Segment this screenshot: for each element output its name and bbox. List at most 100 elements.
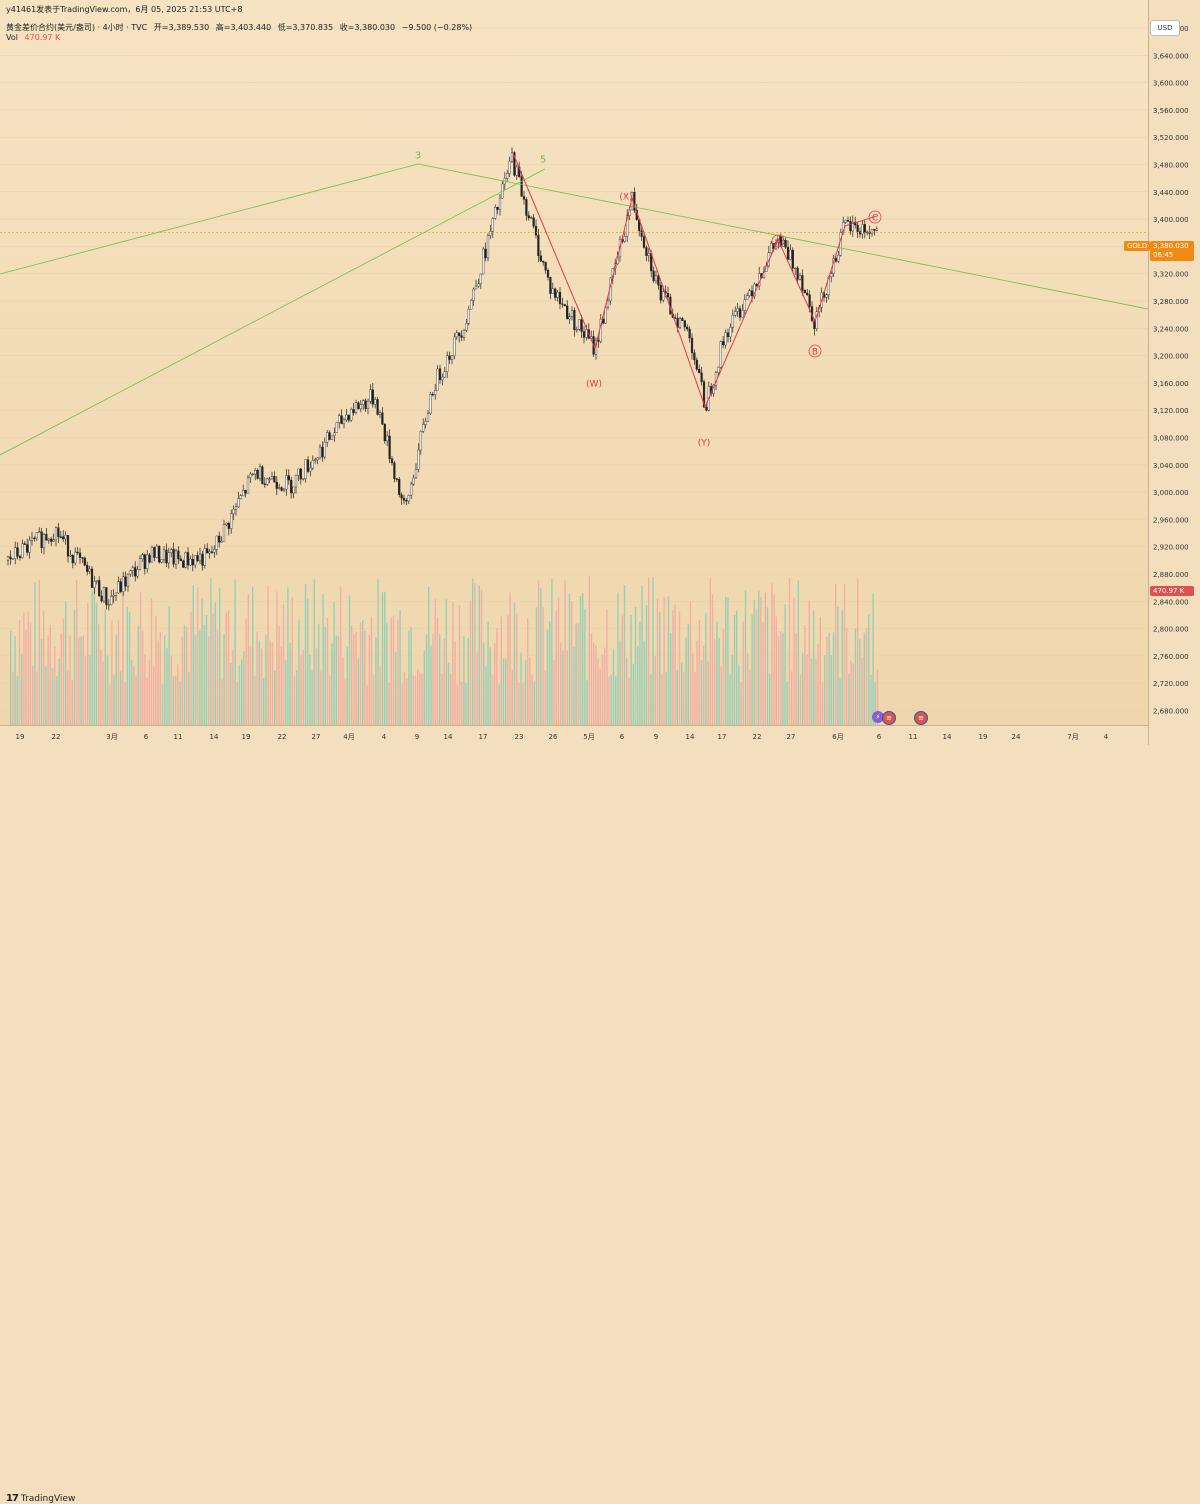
candle-body xyxy=(6,556,10,561)
volume-bar xyxy=(87,603,89,725)
candle-body xyxy=(515,166,518,176)
volume-bar xyxy=(315,648,318,725)
volume-bar xyxy=(837,606,839,725)
volume-bar xyxy=(500,616,502,725)
time-tick-label: 27 xyxy=(312,733,321,741)
volume-bar xyxy=(368,634,370,725)
candle-body xyxy=(652,270,655,282)
candle-body xyxy=(100,595,103,602)
volume-bar xyxy=(335,635,337,725)
event-us-flag-icon[interactable]: ≡ xyxy=(882,711,896,725)
candle-body xyxy=(623,236,626,242)
candle-body xyxy=(179,558,182,561)
candle-body xyxy=(808,294,811,307)
volume-bar xyxy=(544,670,546,725)
candle-body xyxy=(750,290,754,297)
candle-body xyxy=(105,587,108,605)
price-tick-label: 2,880.000 xyxy=(1153,571,1189,579)
candle-body xyxy=(633,191,636,211)
volume-bar xyxy=(373,675,375,725)
time-tick-label: 4 xyxy=(382,733,387,741)
volume-bar xyxy=(98,624,100,725)
candle-body xyxy=(141,554,144,559)
volume-bar xyxy=(390,617,392,725)
volume-bar xyxy=(634,606,637,725)
time-tick-label: 14 xyxy=(943,733,952,741)
volume-bar xyxy=(777,636,780,725)
candle-body xyxy=(275,481,278,489)
tradingview-logo[interactable]: 17 TradingView xyxy=(6,1493,75,1504)
volume-bar xyxy=(782,633,784,725)
wave-label: (Y) xyxy=(698,439,711,449)
volume-bar xyxy=(786,681,788,725)
candle-body xyxy=(191,558,194,566)
volume-bar xyxy=(137,625,139,725)
volume-bar xyxy=(84,655,87,725)
candle-body xyxy=(563,304,566,307)
volume-bar xyxy=(839,678,841,725)
price-tick-label: 3,080.000 xyxy=(1153,435,1189,443)
volume-bar xyxy=(225,612,227,725)
volume-bar xyxy=(326,617,329,725)
price-tick-label: 3,120.000 xyxy=(1153,407,1189,415)
volume-label[interactable]: Vol xyxy=(6,33,18,42)
volume-bar xyxy=(252,586,254,725)
volume-bar xyxy=(10,631,12,725)
volume-bar xyxy=(518,683,520,725)
volume-bar xyxy=(458,605,461,725)
volume-bar xyxy=(645,605,648,725)
candle-body xyxy=(870,229,874,234)
volume-bar xyxy=(672,610,674,725)
candle-body xyxy=(33,537,36,539)
volume-bar xyxy=(269,640,271,725)
chart-canvas[interactable]: 3 5 (W) (X) (Y) A B C xyxy=(0,0,1149,725)
event-flash-icon[interactable]: ⚡ xyxy=(872,711,884,723)
event-us-flag-icon[interactable]: ≡ xyxy=(914,711,928,725)
candle-body xyxy=(438,368,442,381)
time-tick-label: 6月 xyxy=(832,733,843,741)
candle-body xyxy=(498,197,502,210)
volume-bar xyxy=(364,630,366,725)
candle-body xyxy=(201,553,204,566)
time-tick-label: 7月 xyxy=(1067,733,1078,741)
time-tick-label: 6 xyxy=(877,733,882,741)
wave-label: C xyxy=(872,214,878,224)
volume-bar xyxy=(115,634,117,725)
volume-bar xyxy=(298,620,300,725)
chart-plot-area[interactable]: 3 5 (W) (X) (Y) A B C xyxy=(0,0,1149,725)
volume-bar xyxy=(507,615,509,725)
candle-body xyxy=(755,283,758,286)
volume-bar xyxy=(736,610,738,725)
candle-body xyxy=(431,394,434,396)
volume-bar xyxy=(397,619,399,725)
volume-bar xyxy=(872,593,874,725)
time-axis[interactable]: 19 22 3月 6 11 14 19 22 27 4月 4 9 14 17 23 26 5月 6 9 14 17 22 2… xyxy=(0,725,1148,746)
bar-countdown: 06:45 xyxy=(1153,251,1174,259)
volume-bar xyxy=(139,592,142,725)
volume-bar xyxy=(848,673,850,725)
candle-body xyxy=(59,536,62,538)
volume-bar xyxy=(826,636,828,725)
volume-bar xyxy=(590,633,593,725)
price-axis[interactable]: 3,680.0003,640.0003,600.0003,560.0003,52… xyxy=(1148,0,1200,745)
tradingview-brand: TradingView xyxy=(20,1493,76,1504)
volume-bar xyxy=(280,647,282,725)
volume-bar xyxy=(751,614,753,725)
volume-bar xyxy=(652,577,654,725)
candle-body xyxy=(11,558,14,560)
candle-body xyxy=(570,310,574,317)
volume-bar xyxy=(408,630,410,725)
volume-bar xyxy=(370,616,373,725)
instrument-title[interactable]: 黄金差价合约(美元/盎司) · 4小时 · TVC xyxy=(6,23,148,32)
close-value: 收=3,380.030 xyxy=(339,23,396,32)
candle-body xyxy=(786,246,790,260)
candle-body xyxy=(390,458,394,464)
volume-bar xyxy=(331,643,333,725)
price-tick-label: 3,160.000 xyxy=(1153,380,1189,388)
volume-bar xyxy=(412,675,414,725)
candle-body xyxy=(407,495,410,502)
time-tick-label: 27 xyxy=(787,733,796,741)
volume-bar xyxy=(560,642,562,725)
volume-bar xyxy=(43,611,45,725)
currency-button[interactable]: USD xyxy=(1150,20,1180,36)
